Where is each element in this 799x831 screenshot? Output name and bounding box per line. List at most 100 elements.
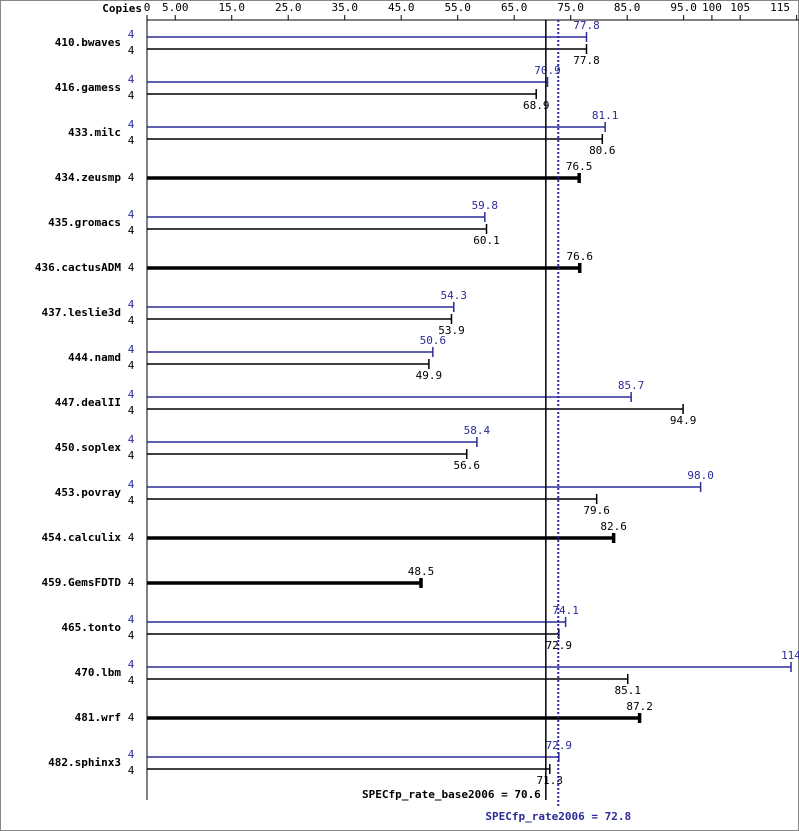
category-label: 459.GemsFDTD bbox=[42, 576, 122, 589]
x-tick-label: 0 bbox=[144, 1, 151, 14]
bar bbox=[147, 482, 702, 492]
value-label: 114 bbox=[781, 649, 799, 662]
copies-label: 4 bbox=[128, 478, 135, 491]
value-label: 98.0 bbox=[687, 469, 714, 482]
copies-label: 4 bbox=[128, 613, 135, 626]
copies-label: 4 bbox=[128, 404, 135, 417]
value-label: 87.2 bbox=[626, 700, 653, 713]
bar bbox=[147, 77, 549, 87]
value-label: 85.7 bbox=[618, 379, 645, 392]
x-tick-label: 15.0 bbox=[218, 1, 245, 14]
copies-label: 4 bbox=[128, 576, 135, 589]
category-label: 447.dealII bbox=[55, 396, 121, 409]
bar bbox=[147, 359, 430, 369]
category-label: 434.zeusmp bbox=[55, 171, 122, 184]
bar bbox=[147, 314, 453, 324]
value-label: 49.9 bbox=[416, 369, 443, 382]
value-label: 48.5 bbox=[408, 565, 435, 578]
bar bbox=[147, 404, 684, 414]
value-label: 85.1 bbox=[614, 684, 641, 697]
value-label: 82.6 bbox=[600, 520, 627, 533]
value-label: 81.1 bbox=[592, 109, 619, 122]
bar bbox=[147, 662, 792, 672]
copies-header: Copies bbox=[102, 2, 142, 15]
bar bbox=[147, 212, 486, 222]
x-tick-label: 75.0 bbox=[557, 1, 584, 14]
x-tick-label: 55.0 bbox=[444, 1, 471, 14]
value-label: 79.6 bbox=[583, 504, 610, 517]
reference-label: SPECfp_rate_base2006 = 70.6 bbox=[362, 788, 541, 801]
copies-label: 4 bbox=[128, 674, 135, 687]
bar bbox=[147, 134, 604, 144]
x-tick-label: 105 bbox=[730, 1, 750, 14]
value-label: 70.9 bbox=[534, 64, 561, 77]
bar bbox=[147, 44, 588, 54]
value-label: 74.1 bbox=[552, 604, 579, 617]
bar bbox=[147, 302, 455, 312]
bar bbox=[147, 764, 551, 774]
copies-label: 4 bbox=[128, 208, 135, 221]
category-label: 435.gromacs bbox=[48, 216, 121, 229]
x-tick-label: 85.0 bbox=[614, 1, 641, 14]
value-label: 54.3 bbox=[440, 289, 467, 302]
x-tick-label: 95.0 bbox=[670, 1, 697, 14]
value-label: 50.6 bbox=[420, 334, 447, 347]
bar bbox=[147, 347, 434, 357]
x-tick-label: 65.0 bbox=[501, 1, 528, 14]
bar bbox=[147, 449, 468, 459]
value-label: 56.6 bbox=[453, 459, 480, 472]
value-label: 58.4 bbox=[464, 424, 491, 437]
bar bbox=[147, 263, 582, 273]
value-label: 59.8 bbox=[472, 199, 499, 212]
copies-label: 4 bbox=[128, 298, 135, 311]
copies-label: 4 bbox=[128, 224, 135, 237]
copies-label: 4 bbox=[128, 134, 135, 147]
copies-label: 4 bbox=[128, 748, 135, 761]
category-label: 453.povray bbox=[55, 486, 122, 499]
value-label: 80.6 bbox=[589, 144, 616, 157]
x-tick-label: 5.00 bbox=[162, 1, 189, 14]
copies-label: 4 bbox=[128, 388, 135, 401]
reference-label: SPECfp_rate2006 = 72.8 bbox=[485, 810, 631, 823]
category-label: 416.gamess bbox=[55, 81, 121, 94]
x-tick-label: 115 bbox=[770, 1, 790, 14]
copies-label: 4 bbox=[128, 764, 135, 777]
bar bbox=[147, 617, 567, 627]
value-label: 76.6 bbox=[566, 250, 593, 263]
bar bbox=[147, 89, 537, 99]
bar bbox=[147, 32, 588, 42]
category-label: 470.lbm bbox=[75, 666, 122, 679]
category-label: 450.soplex bbox=[55, 441, 122, 454]
category-label: 437.leslie3d bbox=[42, 306, 121, 319]
x-tick-label: 35.0 bbox=[331, 1, 358, 14]
category-label: 444.namd bbox=[68, 351, 121, 364]
copies-label: 4 bbox=[128, 261, 135, 274]
bar bbox=[147, 224, 488, 234]
copies-label: 4 bbox=[128, 629, 135, 642]
category-label: 465.tonto bbox=[61, 621, 121, 634]
bar bbox=[147, 578, 423, 588]
bar bbox=[147, 437, 478, 447]
bar bbox=[147, 173, 581, 183]
copies-label: 4 bbox=[128, 28, 135, 41]
category-label: 433.milc bbox=[68, 126, 121, 139]
copies-label: 4 bbox=[128, 494, 135, 507]
bar bbox=[147, 494, 598, 504]
category-label: 436.cactusADM bbox=[35, 261, 121, 274]
bar bbox=[147, 674, 629, 684]
x-tick-label: 45.0 bbox=[388, 1, 415, 14]
value-label: 77.8 bbox=[573, 19, 600, 32]
copies-label: 4 bbox=[128, 73, 135, 86]
copies-label: 4 bbox=[128, 314, 135, 327]
copies-label: 4 bbox=[128, 44, 135, 57]
copies-label: 4 bbox=[128, 171, 135, 184]
copies-label: 4 bbox=[128, 531, 135, 544]
copies-label: 4 bbox=[128, 118, 135, 131]
bar bbox=[147, 533, 616, 543]
copies-label: 4 bbox=[128, 711, 135, 724]
x-tick-label: 100 bbox=[702, 1, 722, 14]
copies-label: 4 bbox=[128, 359, 135, 372]
value-label: 94.9 bbox=[670, 414, 697, 427]
category-label: 481.wrf bbox=[75, 711, 121, 724]
